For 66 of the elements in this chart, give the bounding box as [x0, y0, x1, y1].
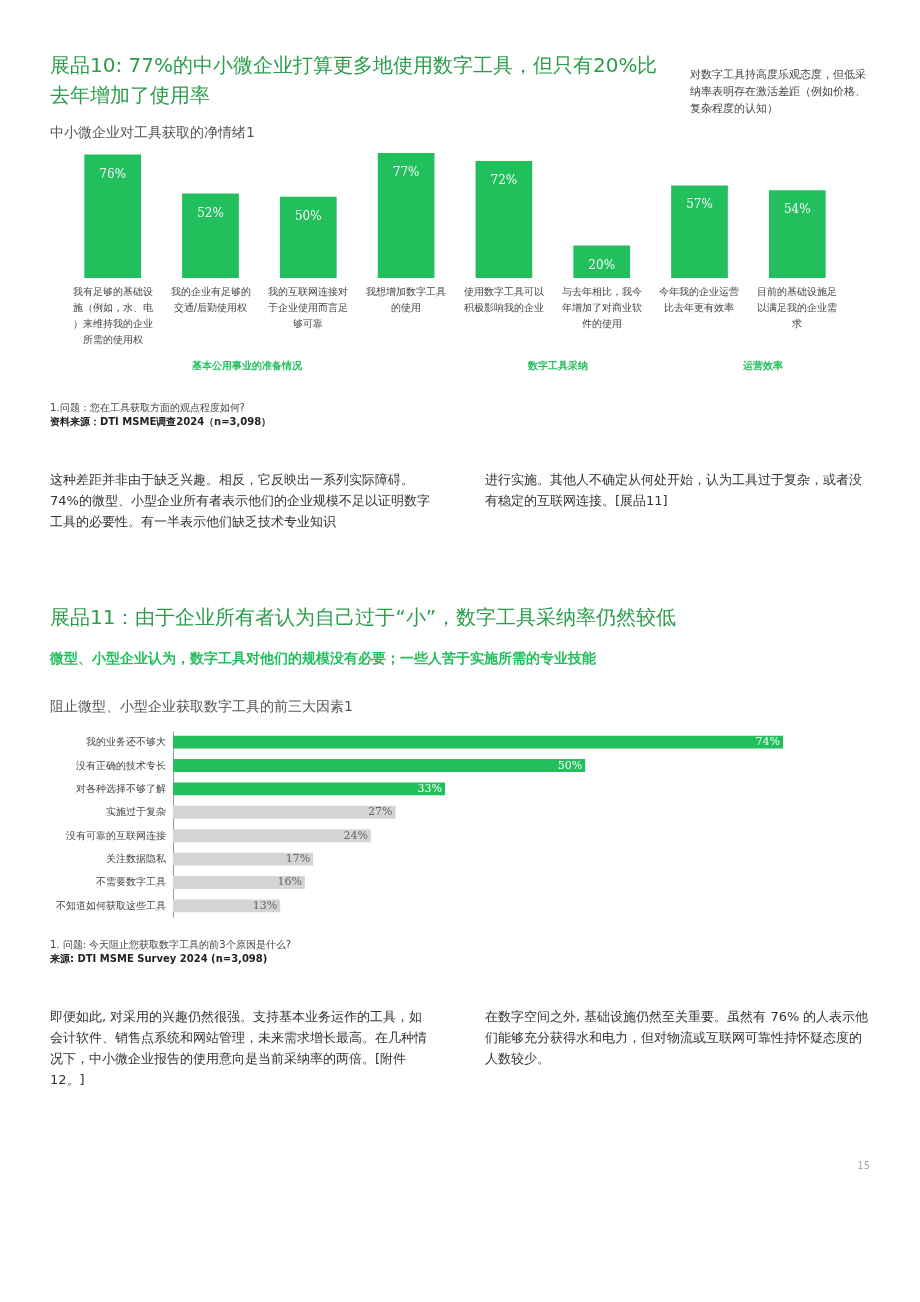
x-tick-label: 我的企业有足够的交通/后勤使用权	[170, 285, 251, 313]
text: 进行实施。其他人不确定从何处开始，认为工具过于复杂，或者没有稳定的互联网连接。[展品11]	[485, 471, 863, 510]
data-label: 54%	[783, 202, 811, 217]
data-label: 17%	[285, 852, 311, 866]
bar	[671, 185, 728, 278]
chart-title: 展品10: 77%的中小微企业打算更多地使用数字工具，但只有20%比去年增加了使用率	[50, 52, 659, 109]
data-label: 74%	[755, 735, 780, 749]
bar	[84, 154, 142, 278]
text: 即便如此, 对采用的兴趣仍然很强。支持基本业务运作的工具，如会计软件、销售点系统和网站管理，未来需求增长最高。在几种情况下，中小微企业报告的使用意向是当前采纳率的两倍。[附件 12。]	[50, 1008, 428, 1089]
y-tick-label: 没有可靠的互联网连接	[65, 829, 166, 841]
y-tick-label: 关注数据隐私	[105, 853, 167, 865]
y-tick-label: 没有正确的技术专长	[75, 759, 166, 771]
data-label: 77%	[392, 165, 420, 179]
data-label: 24%	[343, 828, 368, 842]
source-note: 来源: DTI MSME Survey 2024 (n=3,098)	[50, 953, 268, 964]
text: 1. 问题: 今天阻止您获取数字工具的前3个原因是什么?	[50, 938, 292, 952]
y-tick-label: 不需要数字工具	[95, 876, 166, 888]
bar	[173, 805, 396, 819]
x-tick-label: 我有足够的基础设施（例如，水、电）来维持我的企业所需的使用权	[72, 285, 153, 345]
bar	[279, 196, 337, 278]
chart-subtitle: 中小微企业对工具获取的净情绪1	[50, 124, 256, 142]
data-label: 50%	[294, 208, 322, 223]
text: 资料来源：DTI MSME调查2024（n=3,098）	[50, 416, 272, 427]
text: 运营效率	[743, 359, 784, 373]
text: 15	[856, 1160, 870, 1171]
text: 在数字空间之外, 基础设施仍然至关重要。虽然有 76% 的人表示他们能够充分获得水和电力，但对物流或互联网可靠性持怀疑态度的人数较少。	[485, 1008, 870, 1068]
bar	[173, 759, 586, 772]
bar	[173, 876, 305, 889]
chart-subtitle: 微型、小型企业认为，数字工具对他们的规模没有必要；一些人苦于实施所需的专业技能	[50, 650, 597, 668]
text: 对数字工具持高度乐观态度，但低采纳率表明存在激活差距（例如价格、复杂程度的认知）	[690, 67, 867, 117]
bar	[173, 829, 371, 843]
bar	[173, 782, 446, 796]
x-tick-label: 今年我的企业运营比去年更有效率	[659, 285, 740, 313]
x-tick-label: 我的互联网连接对于企业使用而言足够可靠	[268, 285, 349, 329]
data-label: 50%	[557, 758, 583, 772]
text: 数字工具采纳	[528, 359, 589, 373]
bar	[768, 190, 826, 278]
x-tick-label: 我想增加数字工具的使用	[366, 285, 447, 313]
bar	[377, 153, 435, 278]
bar	[573, 245, 631, 278]
data-label: 16%	[277, 875, 302, 889]
data-label: 72%	[490, 173, 518, 188]
chart-title: 展品11：由于企业所有者认为自己过于“小”，数字工具采纳率仍然较低	[50, 604, 678, 631]
y-tick-label: 不知道如何获取这些工具	[55, 899, 166, 911]
text: 阻止微型、小型企业获取数字工具的前三大因素1	[50, 698, 354, 716]
text: 这种差距并非由于缺乏兴趣。相反，它反映出一系列实际障碍。74%的微型、小型企业所有者表示他们的企业规模不足以证明数字工具的必要性。有一半表示他们缺乏技术专业知识	[50, 471, 431, 531]
x-tick-label: 与去年相比，我今年增加了对商业软件的使用	[561, 285, 642, 329]
data-label: 20%	[588, 257, 616, 272]
y-tick-label: 实施过于复杂	[105, 806, 166, 818]
bar	[182, 193, 239, 278]
data-label: 57%	[686, 197, 713, 212]
bar	[173, 852, 314, 866]
data-label: 13%	[252, 898, 278, 912]
data-label: 33%	[417, 781, 443, 795]
y-tick-label: 对各种选择不够了解	[75, 782, 166, 794]
text: 基本公用事业的准备情况	[191, 359, 302, 373]
x-tick-label: 目前的基础设施足以满足我的企业需求	[757, 285, 838, 329]
x-tick-label: 使用数字工具可以积极影响我的企业	[463, 285, 544, 313]
y-tick-label: 我的业务还不够大	[85, 736, 166, 748]
text: 1.问题：您在工具获取方面的观点程度如何?	[50, 401, 246, 415]
data-label: 76%	[99, 166, 127, 181]
bar	[475, 161, 533, 278]
bar	[173, 899, 281, 913]
data-label: 27%	[368, 805, 393, 819]
bar	[173, 735, 783, 749]
data-label: 52%	[197, 205, 224, 220]
